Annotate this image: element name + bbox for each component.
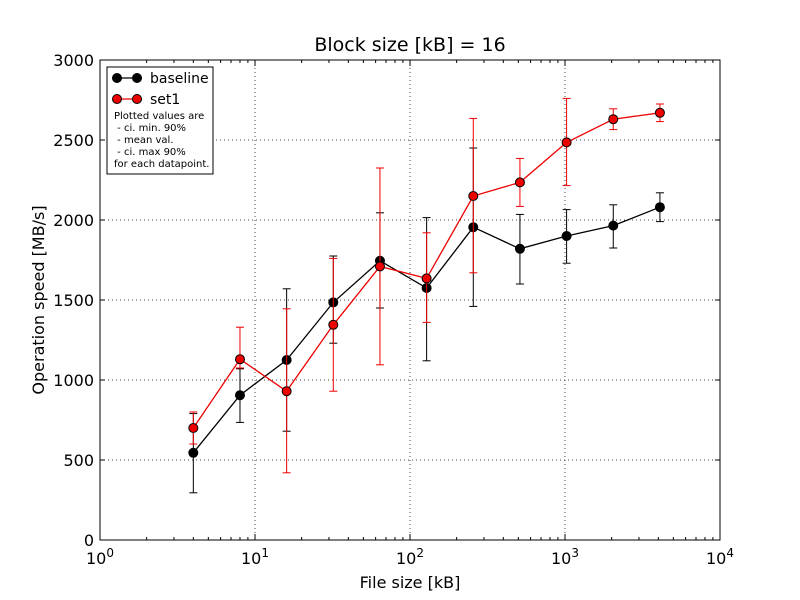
set1-point	[514, 177, 525, 188]
x-tick-label: 100	[86, 546, 114, 568]
y-tick-label: 1000	[53, 371, 94, 390]
grid-lines	[100, 60, 720, 540]
baseline-point	[654, 202, 665, 213]
y-tick-label: 1500	[53, 291, 94, 310]
baseline-point	[561, 231, 572, 241]
x-tick-label: 103	[551, 546, 579, 568]
set1-point	[561, 137, 572, 148]
baseline-point	[608, 220, 619, 231]
y-tick-label: 0	[84, 531, 94, 550]
y-tick-label: 2000	[53, 211, 94, 230]
set1-point	[188, 423, 199, 433]
baseline-point	[188, 447, 199, 458]
plot-frame	[99, 59, 721, 541]
set1-point	[468, 191, 479, 201]
set1-point	[281, 386, 292, 397]
set1-point	[328, 319, 339, 330]
chart-title: Block size [kB] = 16	[314, 34, 505, 56]
x-axis-label: File size [kB]	[360, 573, 461, 592]
y-tick-label: 2500	[53, 131, 94, 150]
legend-baseline-marker-left	[112, 73, 122, 83]
y-tick-label: 500	[63, 451, 94, 470]
baseline-point	[514, 243, 525, 254]
baseline-point	[234, 390, 245, 401]
axis-ticks: 0 500 1000 1500 2000 2500 3000 100 101 102 103 104	[53, 51, 734, 568]
series-layer	[188, 97, 665, 494]
series-set1	[188, 97, 665, 474]
legend-note-line-4: - ci. max 90%	[114, 147, 186, 158]
legend-box	[106, 66, 214, 175]
legend-note-line-5: for each datapoint.	[114, 159, 209, 170]
x-tick-label: 104	[706, 546, 734, 568]
legend-note-line-3: - mean val.	[114, 135, 174, 146]
x-tick-label: 101	[241, 546, 269, 568]
set1-point	[421, 273, 432, 284]
legend-note-line-1: Plotted values are	[114, 111, 204, 122]
legend-note-line-2: - ci. min. 90%	[114, 123, 186, 134]
set1-point	[374, 261, 385, 272]
legend: baseline set1 Plotted values are - ci. m…	[106, 66, 214, 175]
y-tick-label: 3000	[53, 51, 94, 70]
legend-set1-marker-left	[112, 94, 122, 104]
legend-baseline-label: baseline	[150, 71, 209, 87]
set1-point	[608, 114, 619, 125]
x-tick-label: 102	[396, 546, 424, 568]
set1-point	[654, 107, 665, 118]
legend-set1-label: set1	[150, 92, 180, 108]
legend-baseline-marker-right	[132, 73, 142, 83]
y-axis-label: Operation speed [MB/s]	[29, 205, 48, 394]
set1-point	[234, 354, 245, 365]
legend-set1-marker-right	[132, 94, 142, 104]
